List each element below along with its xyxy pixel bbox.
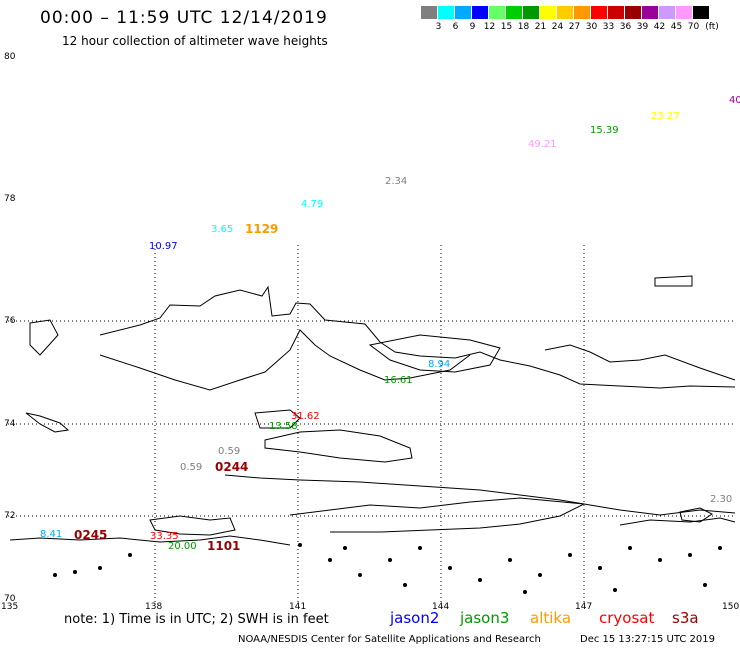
pass-time-label: 1101 [207, 539, 241, 553]
scale-label: 39 [636, 22, 649, 32]
scale-label: 9 [469, 22, 476, 32]
scale-swatch [540, 6, 557, 19]
wave-height-label: 15.39 [590, 125, 619, 136]
wave-height-label: 4.79 [301, 199, 324, 210]
wave-height-label: 8.41 [40, 529, 63, 540]
scale-label: 15 [500, 22, 513, 32]
scale-swatch [591, 6, 608, 19]
scale-label: 21 [534, 22, 547, 32]
graticule [8, 245, 735, 602]
page-title: 00:00 – 11:59 UTC 12/14/2019 [40, 8, 328, 28]
wave-height-label: 20.00 [168, 541, 197, 552]
lon-label: 144 [432, 602, 450, 612]
lat-label: 72 [4, 511, 16, 521]
wave-height-label: 0.59 [180, 462, 203, 473]
scale-label: 3 [435, 22, 442, 32]
scale-swatch [557, 6, 574, 19]
scale-unit: (ft) [705, 22, 719, 32]
scale-label: 30 [585, 22, 598, 32]
scale-swatch [506, 6, 523, 19]
scale-label: 45 [670, 22, 683, 32]
wave-height-label: 3.65 [211, 224, 234, 235]
lon-label: 135 [1, 602, 19, 612]
lon-label: 150 [722, 602, 740, 612]
wave-height-label: 2.34 [385, 176, 408, 187]
lat-label: 74 [4, 419, 16, 429]
scale-swatch [421, 6, 438, 19]
scale-label: 42 [653, 22, 666, 32]
page-subtitle: 12 hour collection of altimeter wave hei… [62, 34, 328, 48]
wave-height-label: 16.61 [384, 375, 413, 386]
wave-height-label: 0.59 [218, 446, 241, 457]
legend-satellite: jason3 [460, 609, 510, 627]
lat-label: 78 [4, 194, 16, 204]
scale-label: 18 [517, 22, 530, 32]
scale-label: 36 [619, 22, 632, 32]
scale-label: 12 [483, 22, 496, 32]
scale-swatch [693, 6, 710, 19]
scale-label: 33 [602, 22, 615, 32]
wave-height-label: 2.30 [710, 494, 733, 505]
footer-credit: NOAA/NESDIS Center for Satellite Applica… [238, 634, 541, 645]
scale-swatch [489, 6, 506, 19]
legend-satellite: cryosat [599, 609, 655, 627]
wave-height-label: 33.35 [150, 531, 179, 542]
legend-satellite: s3a [672, 609, 699, 627]
lat-label: 76 [4, 316, 16, 326]
scale-swatch [642, 6, 659, 19]
scale-swatch [676, 6, 693, 19]
scale-swatch [438, 6, 455, 19]
scale-label: 27 [568, 22, 581, 32]
legend-satellite: jason2 [390, 609, 440, 627]
legend-satellite: altika [530, 609, 572, 627]
wave-height-label: 49.21 [528, 139, 557, 150]
lon-label: 138 [145, 602, 163, 612]
scale-swatch [523, 6, 540, 19]
wave-height-label: 23.27 [651, 111, 680, 122]
scale-label: 70 [687, 22, 700, 32]
wave-height-label: 13.58 [269, 421, 298, 432]
scale-swatch [608, 6, 625, 19]
scale-swatch [472, 6, 489, 19]
lat-label: 80 [4, 52, 16, 62]
pass-time-label: 1129 [245, 222, 279, 236]
coast-fragments [53, 543, 722, 594]
scale-swatch [659, 6, 676, 19]
lat-label: 70 [4, 594, 16, 604]
pass-time-label: 0244 [215, 460, 249, 474]
wave-height-label: 40 [729, 95, 740, 106]
scale-swatch [625, 6, 642, 19]
lon-label: 141 [289, 602, 307, 612]
footer-timestamp: Dec 15 13:27:15 UTC 2019 [580, 634, 715, 645]
scale-swatch [455, 6, 472, 19]
scale-swatch [574, 6, 591, 19]
scale-label: 24 [551, 22, 564, 32]
wave-height-label: 10.97 [149, 241, 178, 252]
wave-height-label: 31.62 [291, 411, 320, 422]
pass-time-label: 0245 [74, 528, 108, 542]
coastlines [9, 275, 736, 546]
scale-label: 6 [452, 22, 459, 32]
wave-height-label: 8.94 [428, 359, 451, 370]
footer-note: note: 1) Time is in UTC; 2) SWH is in fe… [64, 612, 329, 627]
lon-label: 147 [575, 602, 593, 612]
